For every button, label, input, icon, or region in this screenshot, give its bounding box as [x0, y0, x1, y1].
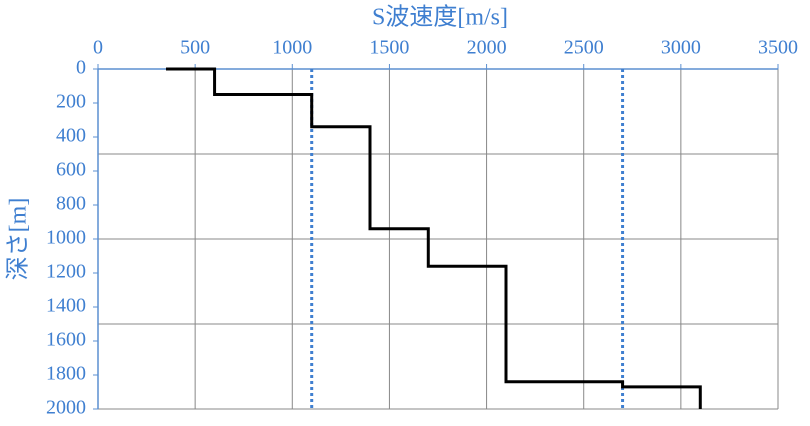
y-tick-label: 0: [76, 57, 86, 79]
x-tick-label: 3500: [758, 37, 798, 59]
x-tick-label: 0: [93, 37, 103, 59]
x-axis-label: S波速度[m/s]: [372, 4, 508, 31]
y-tick-label: 400: [56, 125, 86, 147]
y-tick-label: 1800: [46, 363, 86, 385]
x-tick-label: 1000: [272, 37, 312, 59]
y-tick-label: 800: [56, 193, 86, 215]
y-tick-label: 1200: [46, 261, 86, 283]
x-tick-label: 500: [180, 37, 210, 59]
y-tick-label: 600: [56, 159, 86, 181]
y-tick-label: 2000: [46, 397, 86, 419]
x-tick-label: 3000: [661, 37, 701, 59]
y-tick-label: 1600: [46, 329, 86, 351]
y-tick-label: 1000: [46, 227, 86, 249]
y-axis-label: 深さ[m]: [5, 198, 32, 281]
x-tick-label: 1500: [369, 37, 409, 59]
y-tick-label: 1400: [46, 295, 86, 317]
x-tick-label: 2000: [467, 37, 507, 59]
y-tick-label: 200: [56, 91, 86, 113]
x-tick-label: 2500: [564, 37, 604, 59]
data-line: [166, 67, 702, 409]
